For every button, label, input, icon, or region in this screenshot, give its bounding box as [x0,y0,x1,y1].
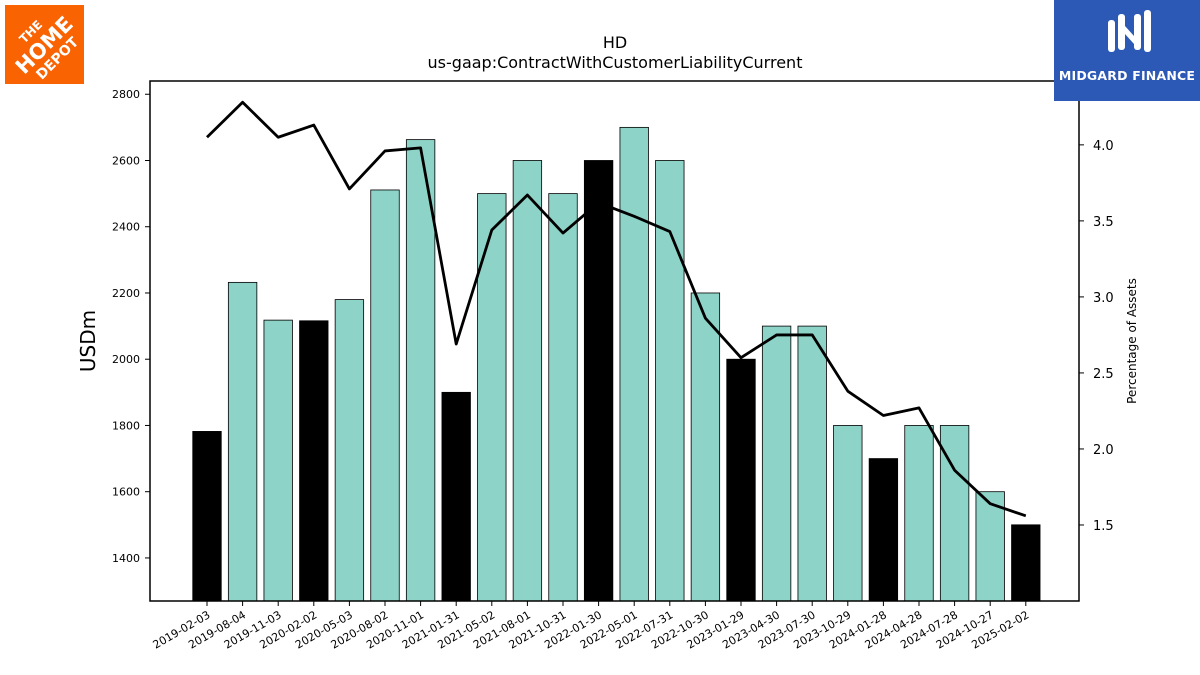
bar-2021-10-31 [548,193,578,602]
bar-2020-02-02 [299,320,329,602]
y2-tick-label: 4.0 [1093,139,1114,154]
bar-2021-01-31 [441,391,471,602]
bar-2022-05-01 [619,126,649,602]
chart-subtitle: us-gaap:ContractWithCustomerLiabilityCur… [428,53,803,72]
y2-tick-label: 1.5 [1093,519,1114,534]
y-tick-label: 2000 [112,353,140,366]
y2-tick-label: 3.5 [1093,215,1114,230]
ratio-line-layer [206,100,1027,518]
ratio-line [206,100,1027,518]
y-tick-label: 2200 [112,287,140,300]
bar-2020-11-01 [405,139,436,602]
bar-2024-04-28 [904,425,934,602]
midgard-finance-logo: MIDGARD FINANCE [1054,0,1200,101]
bar-2023-10-29 [833,425,863,602]
bar-2021-08-01 [512,160,543,602]
y2-tick-label: 2.0 [1093,443,1114,458]
y-tick-label: 1800 [112,419,140,432]
home-depot-logo: THE HOME DEPOT [5,5,84,84]
y-tick-label: 2600 [112,154,140,167]
y2-axis-label: Percentage of Assets [1125,278,1139,404]
y2-tick-label: 2.5 [1093,367,1114,382]
bar-2025-02-02 [1011,524,1041,602]
bar-2023-04-30 [761,325,792,602]
y-axis-label: USDm [76,310,100,372]
bar-2019-08-04 [227,281,258,602]
y-tick-label: 1600 [112,486,140,499]
bars-layer [192,126,1041,602]
bar-2024-01-28 [868,458,899,602]
x-axis: 2019-02-032019-08-042019-11-032020-02-02… [151,601,1031,652]
bar-2022-01-30 [583,160,614,602]
bar-2020-08-02 [370,189,400,602]
y2-tick-label: 3.0 [1093,291,1114,306]
left-axis: 1400 1600 1800 2000 2200 2400 2600 2800 [112,88,150,565]
bar-2021-05-02 [477,193,507,602]
y-tick-label: 2800 [112,88,140,101]
y-tick-label: 2400 [112,221,140,234]
y-tick-label: 1400 [112,552,140,565]
bar-2019-11-03 [263,319,293,602]
bar-2020-05-03 [334,299,365,602]
plot-frame [149,80,1080,602]
chart-title: HD [603,33,627,52]
bar-2023-07-30 [797,325,827,602]
bar-2019-02-03 [192,431,222,602]
bar-2022-10-30 [690,292,721,602]
midgard-finance-wordmark: MIDGARD FINANCE [1058,68,1196,83]
bar-2024-10-27 [975,491,1005,602]
bar-2023-01-29 [726,358,756,602]
right-axis: 1.5 2.0 2.5 3.0 3.5 4.0 [1079,139,1114,534]
